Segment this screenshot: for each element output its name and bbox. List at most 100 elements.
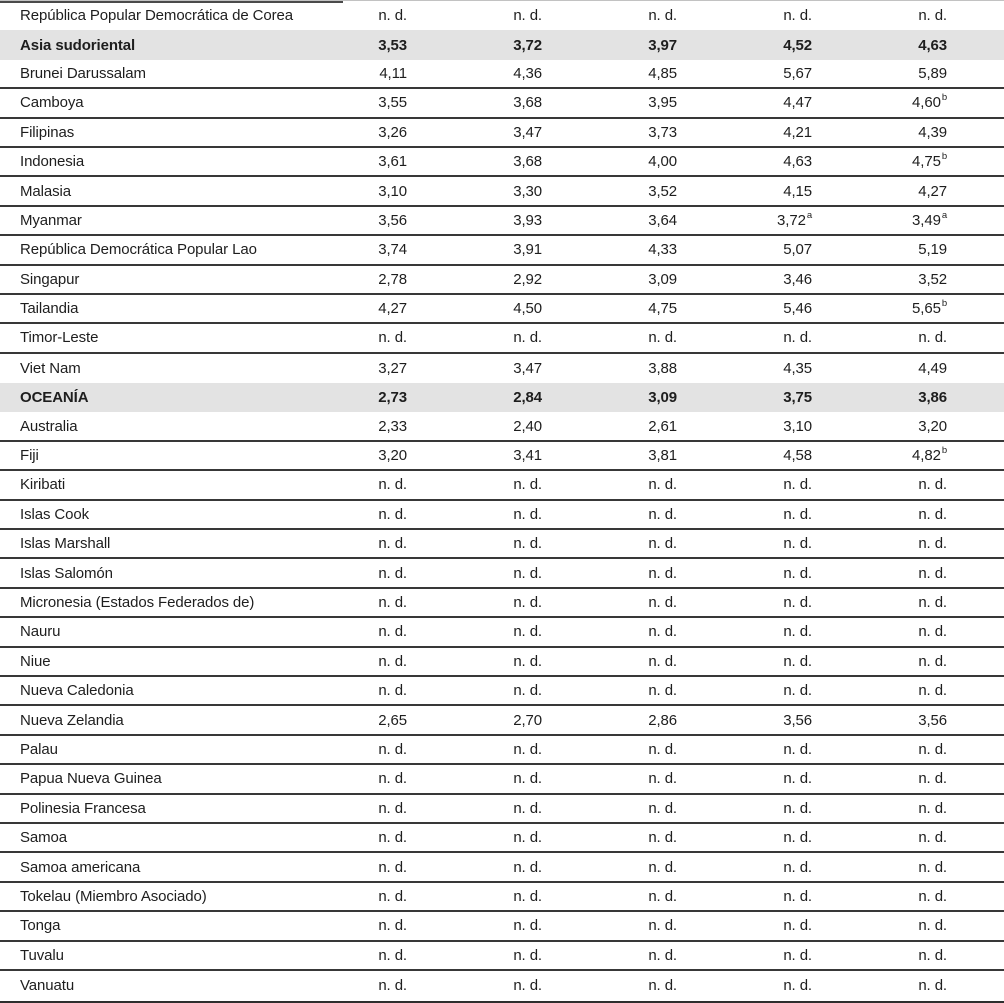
value-cell: n. d. [378,887,407,905]
value-cell: 3,61 [378,153,407,171]
value-cell: 2,40 [513,417,542,435]
value-cell: n. d. [513,652,542,670]
row-label: Malasia [20,182,71,200]
value-cell: n. d. [918,829,947,847]
value-cell: 3,49a [912,209,947,229]
row-label: Tonga [20,917,61,935]
row-label: Filipinas [20,123,75,141]
value-cell: 3,56 [918,711,947,729]
value-cell: n. d. [513,917,542,935]
table-row: Camboya 3,55 3,68 3,95 4,47 4,60b [0,89,1004,119]
value-cell: 4,50 [513,300,542,318]
row-label: Vanuatu [20,977,75,995]
value-cell: n. d. [648,476,677,494]
value-cell: n. d. [378,917,407,935]
value-cell: 4,60b [912,92,947,112]
footnote-marker: b [941,151,947,163]
value-cell: n. d. [513,623,542,641]
value-cell: n. d. [648,7,677,25]
value-cell: 4,75b [912,151,947,171]
table-row: Singapur 2,78 2,92 3,09 3,46 3,52 [0,266,1004,295]
row-label: OCEANÍA [20,389,89,407]
row-label: Myanmar [20,211,82,229]
value-cell: 5,07 [783,241,812,259]
value-cell: 3,73 [648,123,677,141]
value-cell: n. d. [513,594,542,611]
value-cell: 3,75 [783,389,812,407]
table-row: Vanuatu n. d. n. d. n. d. n. d. n. d. [0,971,1004,1000]
value-cell: 5,67 [783,64,812,82]
value-cell: n. d. [918,329,947,347]
value-cell: 3,68 [513,94,542,112]
table-row: Nueva Caledonia n. d. n. d. n. d. n. d. n. d. [0,677,1004,707]
footnote-marker: b [941,298,947,310]
table-row: Malasia 3,10 3,30 3,52 4,15 4,27 [0,177,1004,207]
value-cell: n. d. [648,799,677,817]
value-cell: n. d. [648,682,677,700]
footnote-marker: b [941,92,947,104]
value-cell: n. d. [378,829,407,847]
value-cell: n. d. [783,564,812,582]
value-cell: n. d. [513,887,542,905]
section-row: Asia sudoriental 3,53 3,72 3,97 4,52 4,63 [0,30,1004,60]
value-cell: 5,46 [783,300,812,318]
row-label: Samoa [20,829,68,847]
value-cell: n. d. [378,329,407,347]
value-cell: 3,09 [648,389,677,407]
value-cell: n. d. [783,799,812,817]
value-cell: 4,85 [648,64,677,82]
value-cell: 4,63 [783,153,812,171]
value-cell: n. d. [648,535,677,553]
table-row: Indonesia 3,61 3,68 4,00 4,63 4,75b [0,148,1004,178]
table-row: Islas Marshall n. d. n. d. n. d. n. d. n. d. [0,530,1004,560]
value-cell: 3,91 [513,241,542,259]
value-cell: n. d. [513,476,542,494]
value-cell: n. d. [378,858,407,876]
value-cell: n. d. [918,770,947,788]
row-label: Islas Salomón [20,564,113,582]
value-cell: n. d. [378,682,407,700]
value-cell: 4,75 [648,300,677,318]
value-cell: 4,58 [783,447,812,465]
value-cell: n. d. [378,652,407,670]
value-cell: 3,86 [918,389,947,407]
row-label: República Popular Democrática de Corea [20,7,294,25]
value-cell: n. d. [648,770,677,788]
value-cell: n. d. [783,594,812,611]
row-label: Nauru [20,623,61,641]
footnote-marker: a [806,209,812,221]
row-label: Tuvalu [20,946,64,964]
table-row: Filipinas 3,26 3,47 3,73 4,21 4,39 [0,119,1004,148]
table-row: Tuvalu n. d. n. d. n. d. n. d. n. d. [0,942,1004,971]
value-cell: n. d. [378,7,407,25]
value-cell: n. d. [918,946,947,964]
value-cell: 3,72a [777,209,812,229]
value-cell: 3,95 [648,94,677,112]
value-cell: n. d. [513,564,542,582]
value-cell: 2,84 [513,389,542,407]
value-cell: 3,64 [648,211,677,229]
row-label: Australia [20,417,78,435]
value-cell: 3,55 [378,94,407,112]
value-cell: n. d. [783,476,812,494]
table-row: Fiji 3,20 3,41 3,81 4,58 4,82b [0,442,1004,472]
value-cell: 4,15 [783,182,812,200]
value-cell: 2,61 [648,417,677,435]
value-cell: 4,82b [912,445,947,465]
value-cell: n. d. [648,505,677,523]
value-cell: 4,36 [513,64,542,82]
value-cell: n. d. [918,682,947,700]
row-label: Islas Marshall [20,535,111,553]
value-cell: 3,20 [918,417,947,435]
value-cell: 3,26 [378,123,407,141]
value-cell: 3,41 [513,447,542,465]
value-cell: 3,68 [513,153,542,171]
row-label: Timor-Leste [20,329,99,347]
value-cell: 3,27 [378,359,407,377]
value-cell: n. d. [513,770,542,788]
value-cell: n. d. [918,858,947,876]
value-cell: n. d. [378,977,407,995]
value-cell: n. d. [513,740,542,758]
table-row: Nauru n. d. n. d. n. d. n. d. n. d. [0,618,1004,648]
